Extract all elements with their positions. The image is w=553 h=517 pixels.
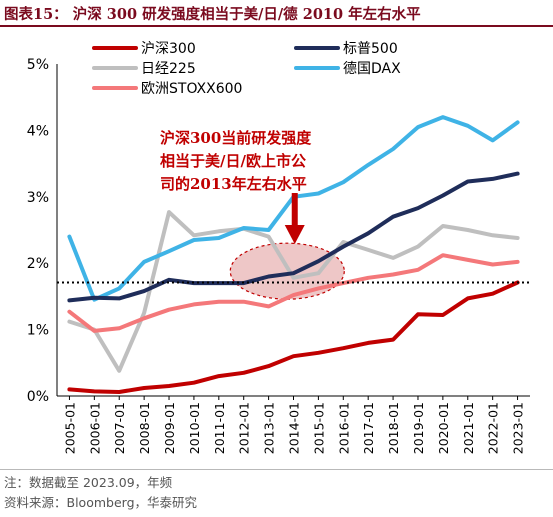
x-tick-label: 2023-01 (511, 402, 526, 454)
chart-title: 图表15： 沪深 300 研发强度相当于美/日/德 2010 年左右水平 (4, 6, 421, 23)
line-chart: 0% 1% 2% 3% 4% 5% 2005-01 2006-01 2007-01 2008-01… (27, 41, 530, 454)
y-tick-label: 5% (27, 57, 49, 73)
x-tick-label: 2021-01 (461, 402, 476, 454)
annotation-arrow-head (284, 225, 305, 244)
annotation-text: 司的2013年左右水平 (160, 175, 307, 193)
annotation-text: 相当于美/日/欧上市公 (160, 152, 306, 170)
x-tick-label: 2008-01 (137, 402, 152, 454)
x-tick-label: 2007-01 (112, 402, 127, 454)
y-tick-label: 4% (27, 123, 49, 139)
footer-rule (0, 469, 553, 470)
x-tick-label: 2006-01 (87, 402, 102, 454)
header-rule (0, 25, 553, 27)
y-tick-label: 2% (27, 256, 49, 272)
legend-label: 沪深300 (141, 41, 196, 57)
x-tick-label: 2013-01 (262, 402, 277, 454)
x-tick-label: 2016-01 (336, 402, 351, 454)
x-tick-label: 2005-01 (62, 402, 77, 454)
chart-header: 图表15： 沪深 300 研发强度相当于美/日/德 2010 年左右水平 (0, 0, 553, 27)
footer-note: 注：数据截至 2023.09，年频 (4, 475, 173, 490)
legend-label: 欧洲STOXX600 (141, 81, 242, 97)
series-line (67, 171, 520, 303)
x-tick-label: 2011-01 (212, 402, 227, 454)
x-tick-label: 2017-01 (361, 402, 376, 454)
legend-label: 日经225 (141, 61, 196, 77)
x-tick-label: 2020-01 (436, 402, 451, 454)
y-tick-label: 0% (27, 389, 49, 405)
x-tick-label: 2010-01 (187, 402, 202, 454)
footer-source: 资料来源：Bloomberg，华泰研究 (4, 495, 197, 510)
y-tick-label: 1% (27, 323, 49, 339)
x-tick-label: 2009-01 (162, 402, 177, 454)
legend-label: 标普500 (343, 41, 398, 57)
series-line (67, 280, 520, 394)
x-tick-label: 2019-01 (411, 402, 426, 454)
annotation-text: 沪深300当前研发强度 (160, 129, 312, 147)
x-tick-label: 2012-01 (237, 402, 252, 454)
x-tick-label: 2015-01 (311, 402, 326, 454)
x-tick-label: 2022-01 (486, 402, 501, 454)
series-line (67, 253, 520, 333)
series-line (67, 210, 520, 373)
y-tick-label: 3% (27, 190, 49, 206)
x-tick-label: 2014-01 (287, 402, 302, 454)
legend-label: 德国DAX (343, 61, 401, 77)
x-tick-label: 2018-01 (386, 402, 401, 454)
